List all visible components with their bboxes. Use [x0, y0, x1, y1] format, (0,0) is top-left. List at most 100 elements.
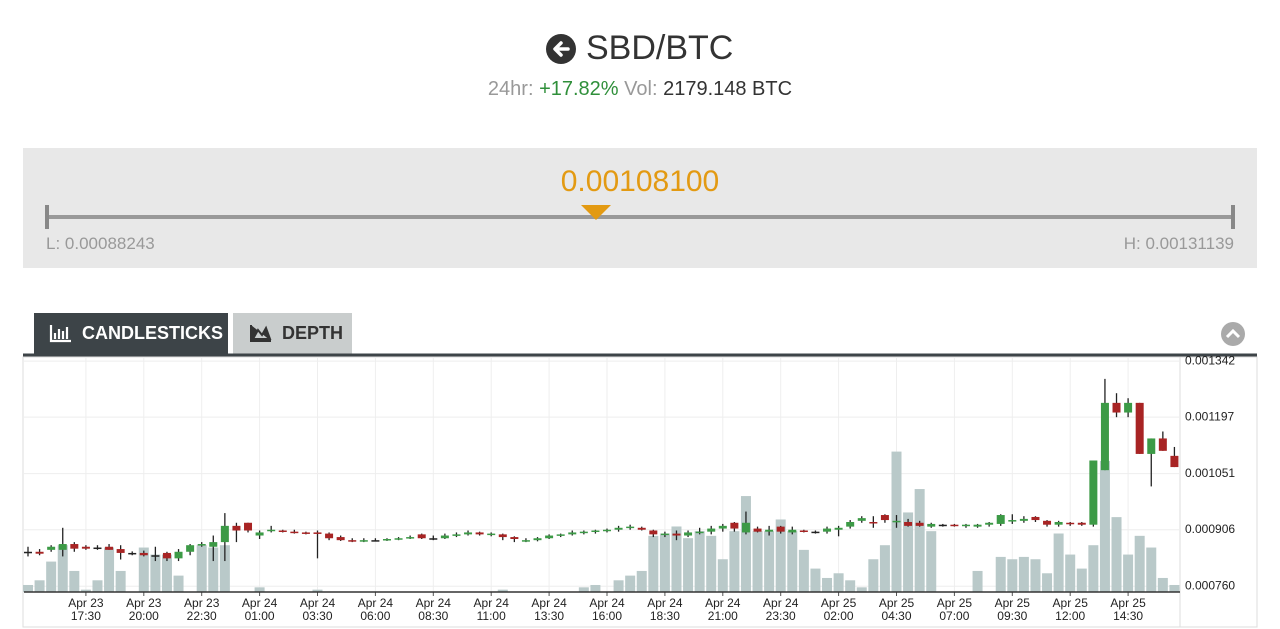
volume-bar [1030, 559, 1041, 592]
candle-body [105, 546, 114, 550]
x-tick-label: 20:00 [129, 609, 159, 623]
candle-body [857, 518, 866, 521]
x-tick-label: Apr 24 [358, 596, 394, 610]
price-panel [23, 148, 1257, 268]
candle-body [660, 533, 669, 536]
x-tick-label: Apr 24 [242, 596, 278, 610]
x-tick-label: Apr 24 [705, 596, 741, 610]
volume-bar [868, 559, 879, 592]
tab-depth[interactable]: DEPTH [233, 313, 352, 355]
volume-bar [1065, 554, 1076, 592]
volume-bar [775, 519, 786, 592]
volume-bar [1111, 517, 1122, 592]
candle-body [452, 534, 461, 536]
candle-body [336, 537, 345, 541]
volume-bar [764, 531, 775, 592]
volume-bar [729, 531, 740, 592]
volume-bar [752, 531, 763, 592]
volume-bar [833, 573, 844, 592]
candle-body [70, 544, 79, 549]
volume-bar [1146, 547, 1157, 592]
collapse-button[interactable] [1221, 322, 1245, 346]
candle-body [649, 530, 658, 535]
volume-bar [879, 545, 890, 592]
candle-body [1112, 402, 1121, 413]
candle-body [904, 521, 913, 526]
volume-bar [1134, 535, 1145, 592]
candle-body [707, 528, 716, 532]
x-tick-label: 11:00 [477, 609, 506, 623]
stats: 24hr: +17.82% Vol: 2179.148 BTC [488, 78, 792, 100]
volume-bar [625, 575, 636, 592]
volume-bar [972, 570, 983, 592]
title: SBD/BTC [586, 29, 733, 67]
candle-body [232, 525, 241, 531]
candle-body [128, 552, 137, 555]
candle-body [834, 527, 843, 530]
change: +17.82% [539, 78, 619, 100]
x-tick-label: 23:30 [766, 609, 796, 623]
volume-bar [845, 580, 856, 592]
candle-body [1008, 520, 1017, 522]
volume-bar [46, 561, 57, 592]
candle-body [116, 549, 125, 553]
candle-body [626, 526, 635, 529]
tab-candlesticks[interactable]: CANDLESTICKS [34, 313, 228, 355]
x-tick-label: 21:00 [708, 609, 738, 623]
x-tick-label: Apr 24 [763, 596, 799, 610]
volume-bar [161, 554, 172, 592]
x-tick-label: 16:00 [592, 609, 622, 623]
candle-body [81, 546, 90, 549]
candle-body [556, 534, 565, 536]
candle-body [846, 521, 855, 527]
volume-label: Vol: [624, 78, 657, 100]
candle-body [197, 544, 206, 546]
tab-label: CANDLESTICKS [82, 323, 223, 343]
volume-bar [1053, 533, 1064, 592]
volume-bar [659, 533, 670, 592]
candle-body [614, 527, 623, 530]
y-tick-label: 0.000760 [1185, 578, 1235, 592]
volume-bar [671, 526, 682, 592]
volume-bar [856, 587, 867, 592]
back-button[interactable] [546, 34, 576, 64]
volume-bar [1018, 556, 1029, 592]
candle-body [151, 555, 160, 557]
candle-body [753, 528, 762, 532]
candle-body [186, 545, 195, 552]
candle-body [811, 531, 820, 534]
candle-body [672, 533, 681, 536]
candle-body [1100, 402, 1109, 471]
candle-body [1066, 522, 1075, 525]
candle-body [464, 532, 473, 535]
candle-body [278, 530, 287, 533]
volume-bar [914, 489, 925, 592]
low-value: 0.00088243 [65, 234, 155, 253]
candle-body [545, 535, 554, 539]
volume-bar [115, 570, 126, 592]
volume-bar [683, 538, 694, 592]
x-tick-label: Apr 25 [879, 596, 915, 610]
x-tick-label: 09:30 [997, 609, 1027, 623]
candle-body [174, 551, 183, 559]
volume: 2179.148 BTC [663, 78, 792, 100]
volume-bar [1088, 545, 1099, 592]
candle-body [1147, 438, 1156, 454]
candle-body [915, 522, 924, 526]
low-label: L: [46, 234, 60, 253]
volume-bar [636, 570, 647, 592]
y-tick-label: 0.001342 [1185, 353, 1235, 367]
candle-body [961, 524, 970, 527]
x-tick-label: 04:30 [881, 609, 911, 623]
x-tick-label: Apr 24 [589, 596, 625, 610]
x-tick-label: 08:30 [418, 609, 448, 623]
candle-body [220, 525, 229, 543]
volume-bar [706, 535, 717, 592]
candle-body [1031, 516, 1040, 521]
volume-bar [648, 535, 659, 592]
chart-frame [22, 356, 1258, 628]
volume-bar [578, 587, 589, 592]
candle-body [1158, 438, 1167, 451]
x-tick-label: 12:00 [1055, 609, 1085, 623]
